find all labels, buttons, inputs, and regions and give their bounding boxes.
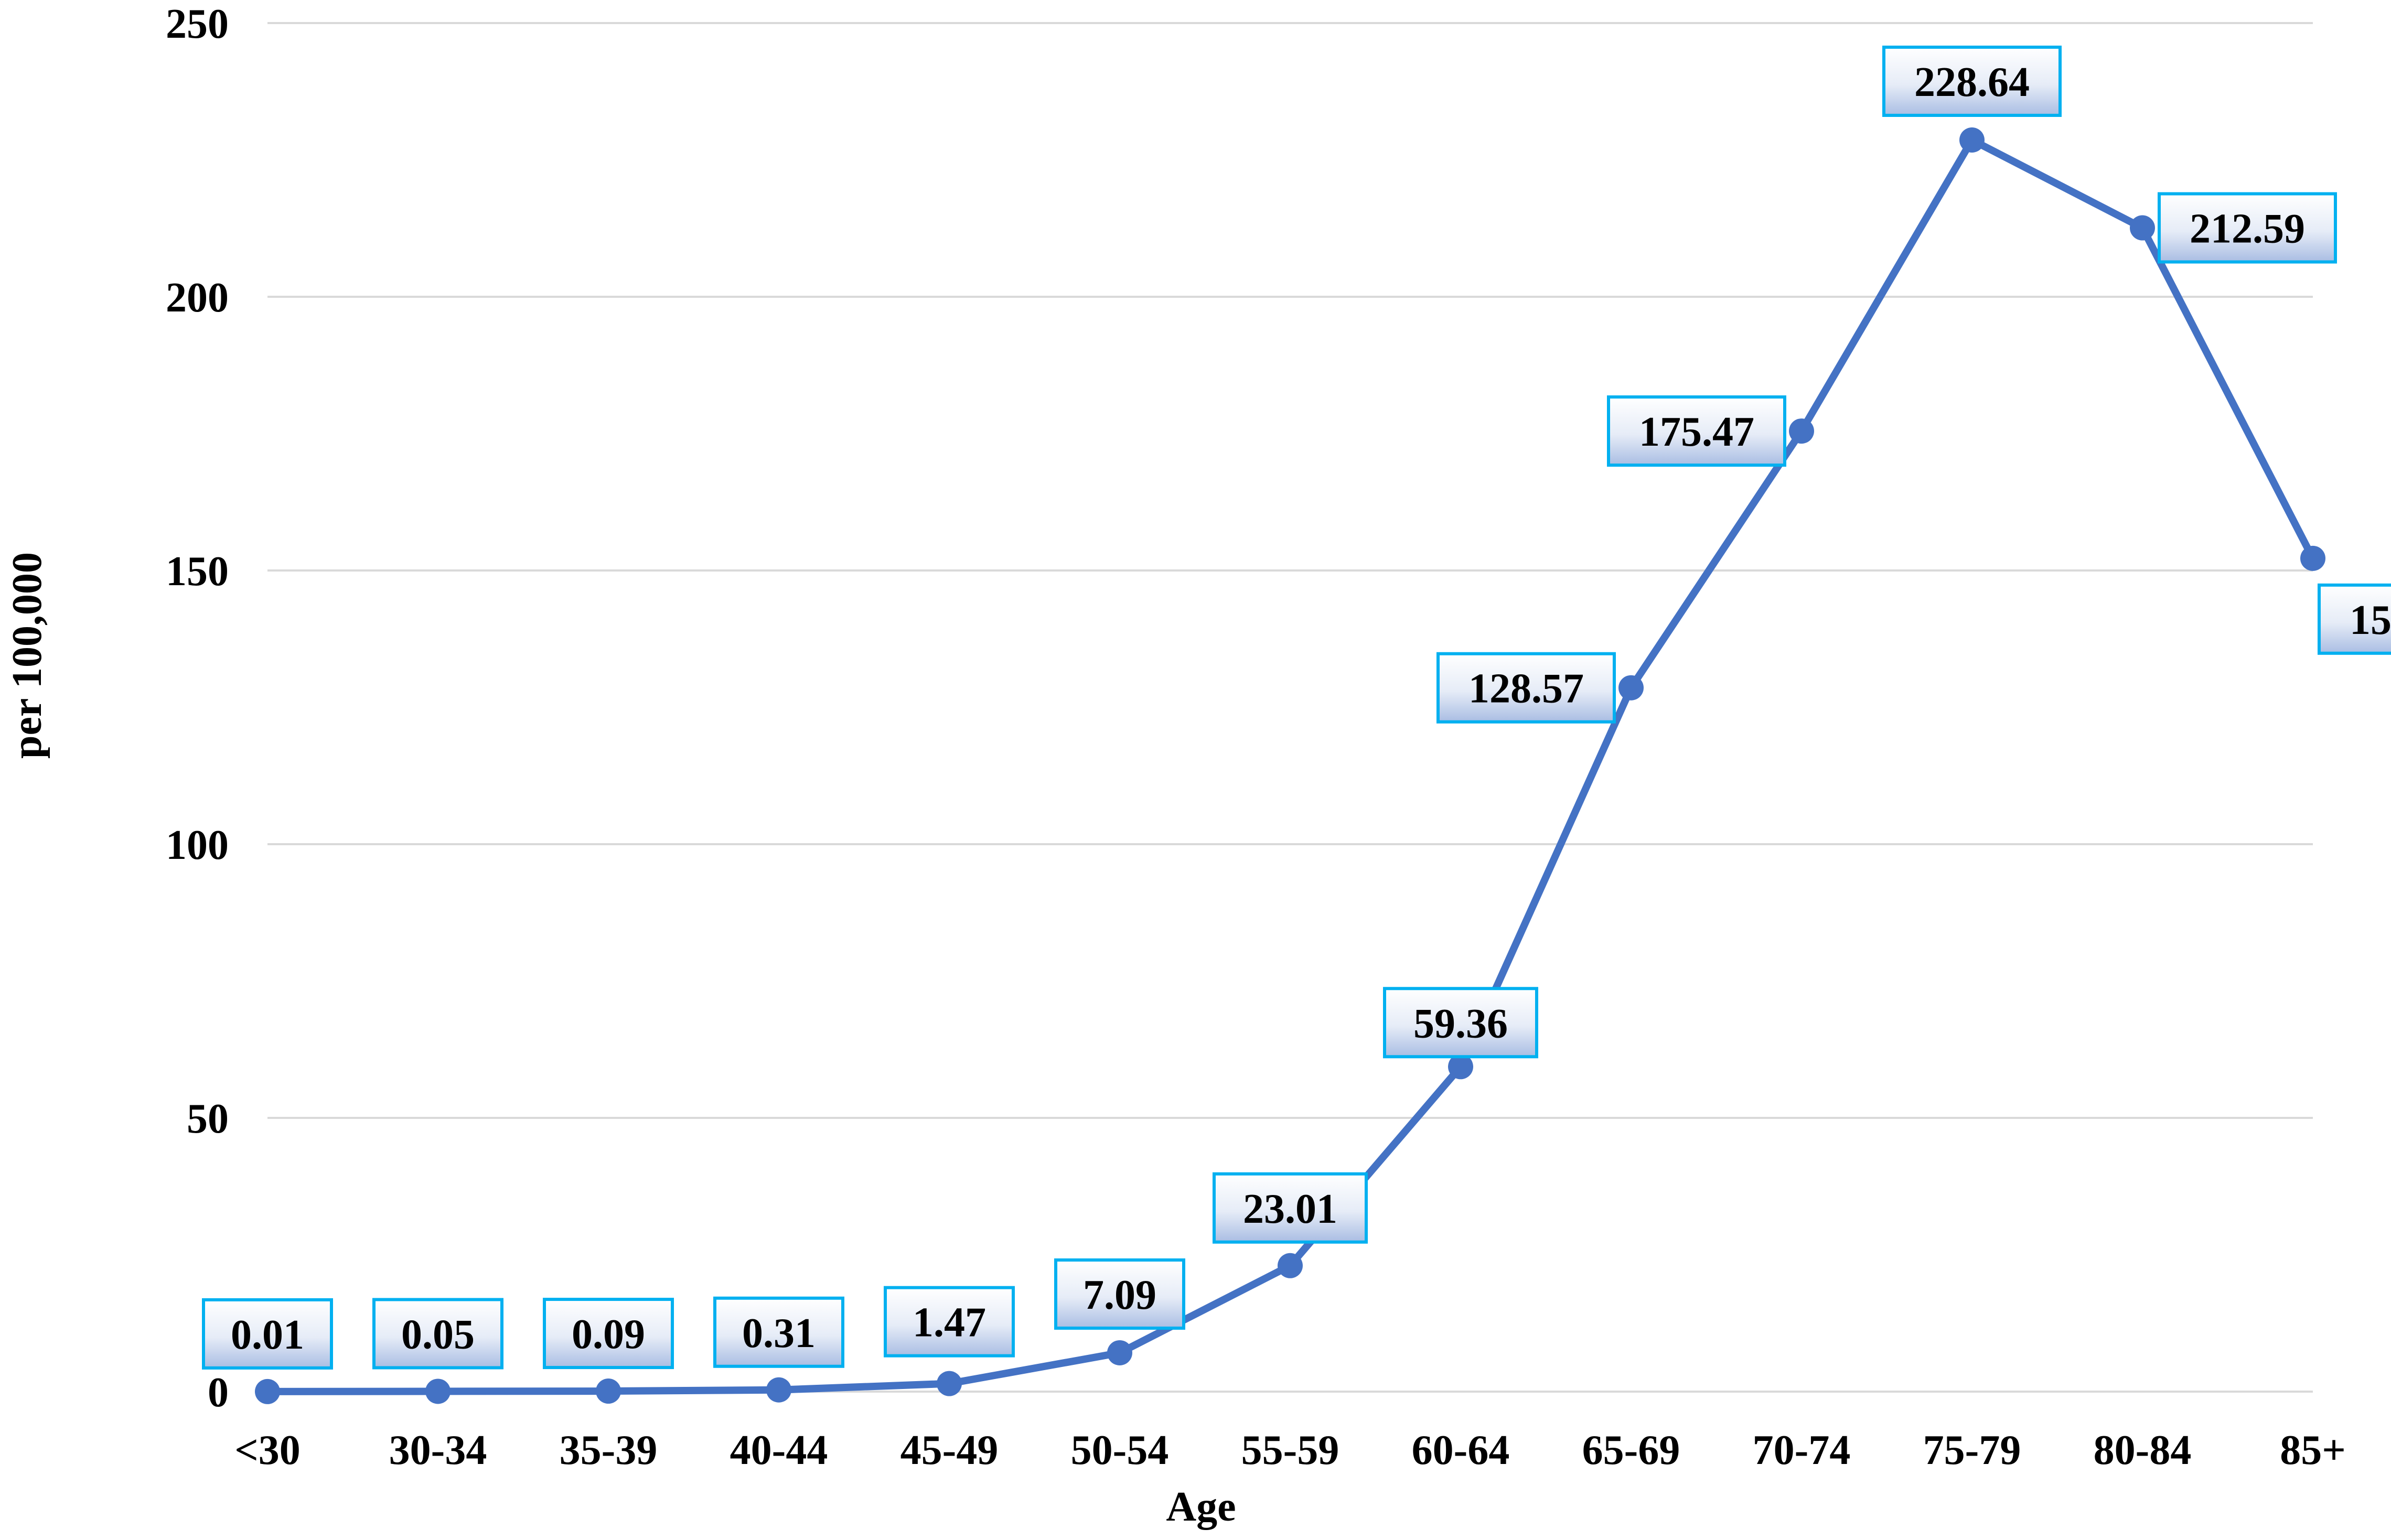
- x-tick-label: 35-39: [560, 1427, 658, 1473]
- data-label-box: [2158, 192, 2337, 264]
- data-label-text: 175.47: [1639, 409, 1754, 455]
- data-point-80-84: [2130, 215, 2155, 241]
- x-tick-label: 30-34: [389, 1427, 487, 1473]
- data-point-45-49: [937, 1371, 962, 1396]
- data-label-text: 128.57: [1468, 666, 1584, 712]
- x-tick-label: 70-74: [1753, 1427, 1851, 1473]
- data-label-text: 23.01: [1243, 1186, 1337, 1232]
- data-label-<30: 0.01: [202, 1298, 333, 1370]
- x-tick-label: 40-44: [730, 1427, 828, 1473]
- y-tick-label: 50: [187, 1096, 229, 1142]
- data-point-30-34: [425, 1379, 451, 1404]
- x-axis-ticks: <30 30-34 35-39 40-44 45-49 50-54 55-59 60-64 65…: [234, 1427, 2346, 1473]
- data-label-box: [1054, 1258, 1185, 1330]
- x-tick-label: 45-49: [900, 1427, 999, 1473]
- data-point-65-69: [1618, 675, 1644, 701]
- y-tick-label: 150: [166, 548, 229, 595]
- data-label-box: [1383, 987, 1538, 1059]
- data-label-text: 0.05: [401, 1311, 475, 1358]
- y-tick-label: 200: [166, 275, 229, 321]
- data-point-40-44: [766, 1377, 791, 1403]
- x-axis-title: Age: [1166, 1484, 1236, 1530]
- x-tick-label: 85+: [2280, 1427, 2346, 1473]
- data-label-85+: 152.22: [2318, 583, 2391, 655]
- data-point-85+: [2300, 545, 2325, 571]
- data-point-50-54: [1107, 1340, 1132, 1365]
- data-label-box: [1436, 652, 1616, 724]
- data-label-35-39: 0.09: [543, 1298, 674, 1370]
- data-label-box: [2318, 583, 2391, 655]
- data-labels: 0.01 0.05 0.09 0.31 1.47 7.09 23.01 59.36 128.57…: [202, 45, 2391, 1370]
- data-label-box: [1607, 395, 1786, 467]
- data-point-35-39: [596, 1379, 621, 1404]
- data-label-55-59: 23.01: [1213, 1172, 1368, 1244]
- data-label-box: [713, 1296, 844, 1368]
- data-point-75-79: [1959, 127, 1985, 153]
- data-label-text: 152.22: [2350, 597, 2391, 643]
- data-label-50-54: 7.09: [1054, 1258, 1185, 1330]
- data-label-70-74: 175.47: [1607, 395, 1786, 467]
- y-axis-ticks: 0 50 100 150 200 250: [166, 1, 229, 1416]
- y-tick-label: 0: [208, 1370, 229, 1416]
- y-tick-label: 250: [166, 1, 229, 47]
- x-tick-label: 60-64: [1412, 1427, 1510, 1473]
- data-label-40-44: 0.31: [713, 1296, 844, 1368]
- data-label-text: 0.01: [231, 1312, 304, 1358]
- data-label-75-79: 228.64: [1882, 45, 2062, 117]
- y-tick-label: 100: [166, 822, 229, 868]
- data-point-<30: [255, 1379, 280, 1404]
- x-tick-label: <30: [234, 1427, 301, 1473]
- data-label-box: [884, 1286, 1015, 1358]
- data-label-60-64: 59.36: [1383, 987, 1538, 1059]
- x-tick-label: 50-54: [1071, 1427, 1169, 1473]
- data-label-text: 7.09: [1083, 1272, 1156, 1318]
- series-layer: [255, 127, 2325, 1404]
- data-point-55-59: [1278, 1253, 1303, 1278]
- x-tick-label: 75-79: [1923, 1427, 2021, 1473]
- data-label-text: 212.59: [2190, 206, 2305, 252]
- data-label-box: [372, 1298, 503, 1370]
- data-label-text: 0.09: [572, 1311, 645, 1358]
- data-point-60-64: [1448, 1054, 1473, 1080]
- data-label-text: 0.31: [742, 1310, 816, 1356]
- data-label-45-49: 1.47: [884, 1286, 1015, 1358]
- data-label-text: 228.64: [1914, 59, 2030, 105]
- x-tick-label: 80-84: [2094, 1427, 2192, 1473]
- x-tick-label: 55-59: [1241, 1427, 1339, 1473]
- x-tick-label: 65-69: [1582, 1427, 1680, 1473]
- data-label-80-84: 212.59: [2158, 192, 2337, 264]
- data-label-box: [202, 1298, 333, 1370]
- gridlines: [267, 22, 2313, 1393]
- y-axis-title: per 100,000: [4, 552, 50, 759]
- data-label-box: [1882, 45, 2062, 117]
- data-label-box: [1213, 1172, 1368, 1244]
- data-label-65-69: 128.57: [1436, 652, 1616, 724]
- data-label-30-34: 0.05: [372, 1298, 503, 1370]
- data-label-text: 59.36: [1413, 1000, 1508, 1047]
- data-label-box: [543, 1298, 674, 1370]
- data-point-70-74: [1789, 418, 1814, 444]
- data-label-text: 1.47: [913, 1300, 986, 1346]
